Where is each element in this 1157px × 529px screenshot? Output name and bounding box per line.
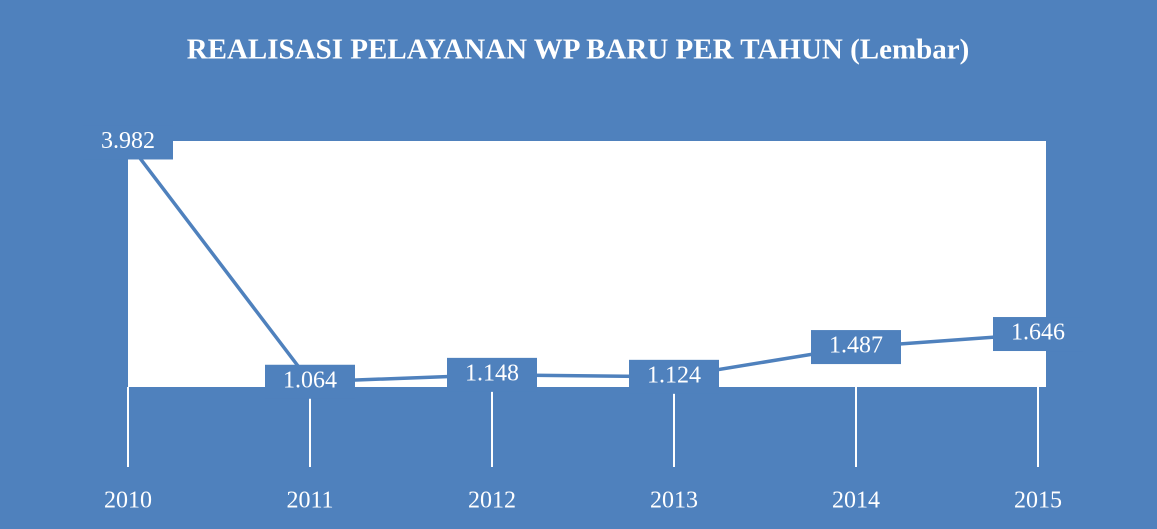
x-tick-label: 2010 (104, 488, 152, 514)
data-label: 1.487 (829, 333, 883, 359)
data-label-box (811, 330, 901, 365)
data-label: 1.148 (465, 360, 519, 386)
x-tick-label: 2011 (286, 488, 333, 514)
plot-area (128, 141, 1046, 387)
x-tick-label: 2013 (650, 488, 698, 514)
data-label: 1.064 (283, 367, 337, 393)
data-label: 1.646 (1011, 320, 1065, 346)
x-tick-label: 2012 (468, 488, 516, 514)
data-label: 3.982 (101, 128, 155, 154)
data-label-box (83, 125, 173, 160)
x-tick-label: 2014 (832, 488, 880, 514)
data-label-box (629, 359, 719, 394)
x-tick-label: 2015 (1014, 488, 1062, 514)
data-label: 1.124 (647, 362, 701, 388)
chart-title: REALISASI PELAYANAN WP BARU PER TAHUN (L… (187, 34, 970, 66)
data-label-box (447, 357, 537, 392)
data-label-box (993, 317, 1083, 352)
data-label-box (265, 364, 355, 399)
